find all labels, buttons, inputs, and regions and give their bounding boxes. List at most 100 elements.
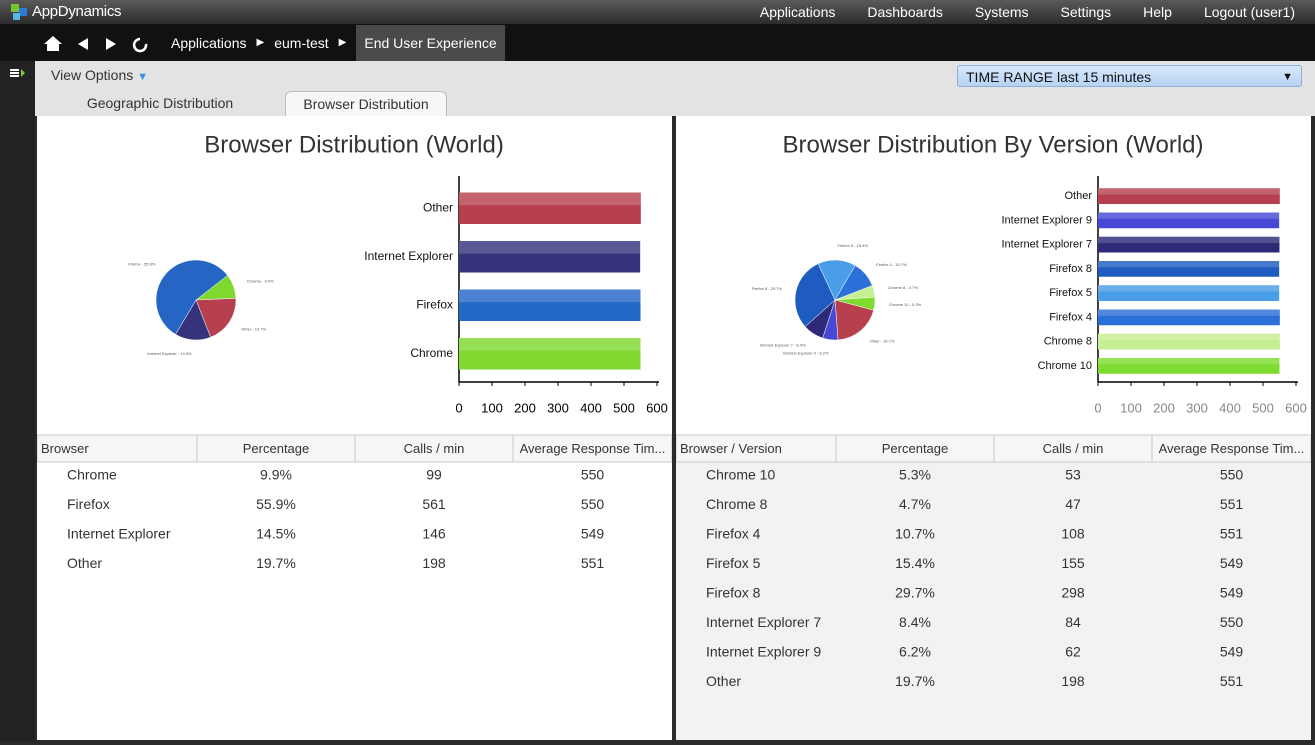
- table-cell: Internet Explorer 9: [706, 644, 821, 660]
- table-cell: 298: [1061, 585, 1085, 601]
- table-cell: Chrome: [67, 467, 117, 483]
- table-cell: 146: [422, 526, 446, 542]
- table-cell: Chrome 8: [706, 496, 768, 512]
- nav-item[interactable]: Help: [1143, 4, 1172, 20]
- bar: [1098, 309, 1280, 326]
- x-tick-label: 100: [481, 400, 503, 415]
- x-tick-label: 600: [646, 400, 668, 415]
- breadcrumb-separator: ▶: [256, 37, 265, 48]
- table-cell: 5.3%: [899, 467, 931, 483]
- table-cell: 6.2%: [899, 644, 931, 660]
- table-cell: 47: [1065, 496, 1081, 512]
- breadcrumb-bar: Applications ▶ eum-test ▶ End User Experienc…: [0, 24, 1315, 61]
- bar-highlight: [1098, 236, 1280, 244]
- bar: [459, 240, 641, 273]
- back-button[interactable]: [78, 38, 88, 50]
- forward-button[interactable]: [106, 38, 116, 50]
- table-cell: Internet Explorer 7: [706, 614, 821, 630]
- view-options[interactable]: View Options ▼: [51, 67, 149, 83]
- table-cell: 55.9%: [256, 496, 296, 512]
- pie-label: Internet Explorer 7 - 8.4%: [760, 342, 806, 347]
- table-cell: 550: [1220, 467, 1244, 483]
- table-cell: 19.7%: [895, 673, 935, 689]
- table-cell: 550: [581, 496, 605, 512]
- nav-item[interactable]: Logout (user1): [1203, 4, 1295, 20]
- x-tick-label: 200: [1153, 400, 1175, 415]
- toolbar: View Options ▼ TIME RANGE last 15 minute…: [35, 61, 1315, 117]
- pie-label: Internet Explorer 9 - 6.2%: [783, 351, 829, 356]
- bar-highlight: [1098, 260, 1280, 268]
- table-body: [676, 462, 1311, 740]
- bar: [1098, 357, 1280, 374]
- table-cell: Other: [67, 555, 102, 571]
- table-cell: 84: [1065, 614, 1081, 630]
- table-cell: Other: [706, 673, 741, 689]
- nav-icons: [44, 36, 148, 53]
- pie-label: Firefox 8 - 29.7%: [752, 286, 783, 291]
- breadcrumb-current[interactable]: End User Experience: [356, 24, 505, 61]
- pie-label: Other - 19.7%: [241, 327, 266, 332]
- pie-label: Firefox - 55.9%: [128, 261, 156, 266]
- bar: [1098, 236, 1280, 253]
- bar: [459, 289, 641, 322]
- pie-label: Chrome - 9.9%: [247, 278, 274, 283]
- table-cell: 4.7%: [899, 496, 931, 512]
- bar: [1098, 260, 1280, 277]
- panel-canvas: Browser Distribution By Version (World) F…: [675, 131, 1312, 740]
- bar-category: Internet Explorer: [364, 249, 453, 263]
- bar-highlight: [1098, 188, 1280, 195]
- pie-label: Other - 19.7%: [870, 339, 895, 344]
- refresh-button[interactable]: [132, 37, 148, 53]
- time-range-label: TIME RANGE last 15 minutes: [966, 69, 1152, 85]
- table-cell: 549: [1220, 555, 1244, 571]
- nav-item[interactable]: Settings: [1060, 4, 1112, 20]
- bar-highlight: [459, 337, 641, 351]
- table-cell: 15.4%: [895, 555, 935, 571]
- panel: Browser Distribution By Version (World) F…: [675, 116, 1312, 740]
- x-tick-label: 300: [547, 400, 569, 415]
- bar-category: Firefox 5: [1049, 287, 1092, 299]
- breadcrumb-link[interactable]: eum-test: [274, 34, 329, 51]
- logo: [11, 4, 27, 20]
- pie-label: Firefox 4 - 10.7%: [876, 262, 907, 267]
- x-tick-label: 100: [1120, 400, 1142, 415]
- x-tick-label: 400: [580, 400, 602, 415]
- table-cell: 549: [581, 526, 605, 542]
- tab-active[interactable]: Browser Distribution: [285, 91, 447, 117]
- brand: AppDynamics: [32, 3, 122, 20]
- table-cell: 155: [1061, 555, 1085, 571]
- nav-item[interactable]: Systems: [974, 4, 1029, 20]
- side-menu-icon[interactable]: [0, 61, 35, 81]
- table-cell: 561: [422, 496, 446, 512]
- nav-item[interactable]: Applications: [759, 4, 836, 20]
- table-cell: 19.7%: [256, 555, 296, 571]
- column-header: Average Response Tim...: [520, 441, 666, 456]
- table-cell: 551: [1220, 496, 1244, 512]
- bar: [1098, 333, 1280, 350]
- column-header: Calls / min: [1043, 441, 1104, 456]
- time-range-select[interactable]: TIME RANGE last 15 minutes ▼: [957, 65, 1302, 87]
- table-cell: Firefox 5: [706, 555, 761, 571]
- bar-category: Internet Explorer 7: [1002, 239, 1093, 251]
- bar-category: Firefox: [416, 297, 453, 311]
- table-cell: 198: [1061, 673, 1085, 689]
- home-button[interactable]: [44, 36, 62, 51]
- tab[interactable]: Geographic Distribution: [86, 95, 234, 111]
- bar: [1098, 285, 1280, 302]
- x-tick-label: 500: [613, 400, 635, 415]
- bar: [1098, 188, 1280, 205]
- bar: [1098, 212, 1280, 229]
- table-cell: Firefox 4: [706, 526, 761, 542]
- nav-menu: Applications Dashboards Systems Settings Hel…: [760, 4, 1295, 20]
- table-cell: 108: [1061, 526, 1085, 542]
- top-bar: AppDynamics Applications Dashboards System…: [0, 0, 1315, 24]
- table-cell: 549: [1220, 644, 1244, 660]
- column-header: Calls / min: [404, 441, 465, 456]
- column-header: Percentage: [243, 441, 310, 456]
- nav-item[interactable]: Dashboards: [867, 4, 943, 20]
- table-cell: 551: [581, 555, 605, 571]
- bar-category: Internet Explorer 9: [1002, 214, 1093, 226]
- breadcrumb-link[interactable]: Applications: [171, 34, 247, 51]
- bar-category: Chrome: [410, 346, 453, 360]
- pie-label: Firefox 5 - 15.4%: [838, 243, 869, 248]
